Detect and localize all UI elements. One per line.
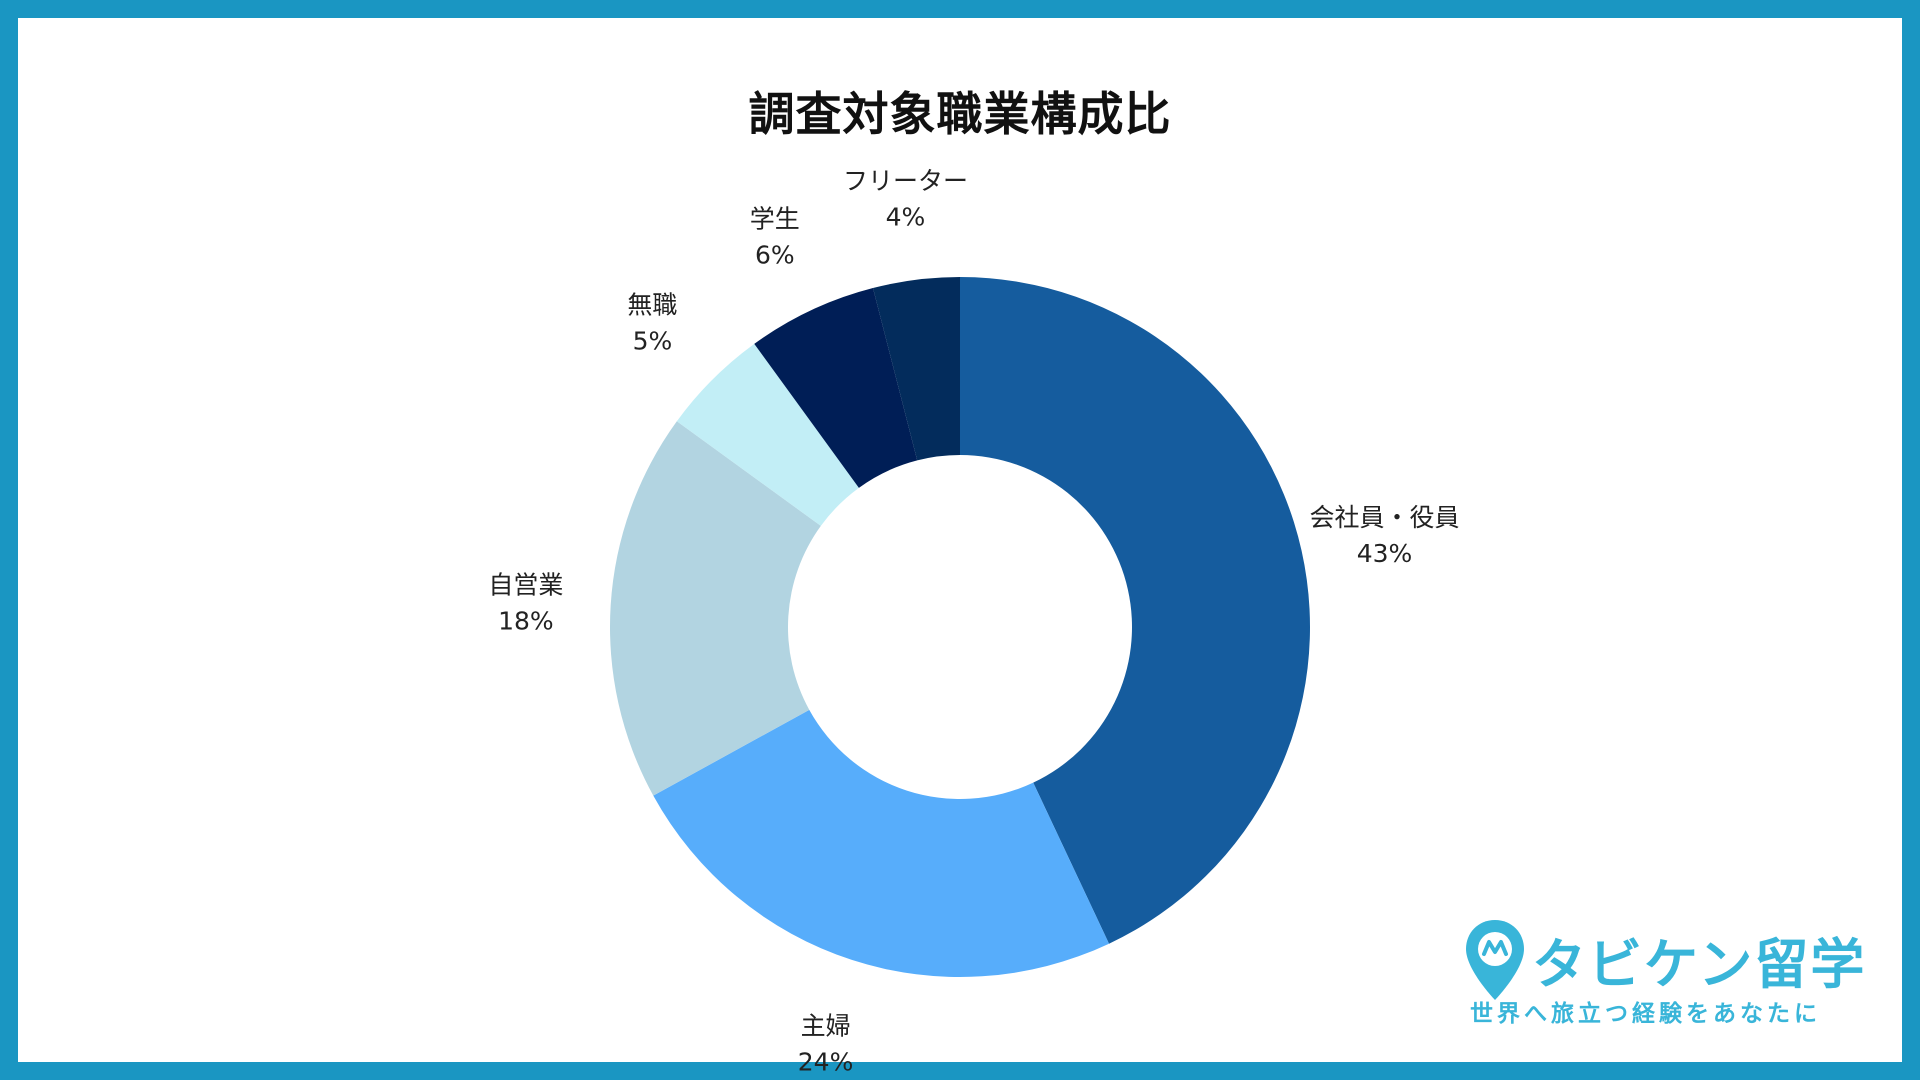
slice-labels: 会社員・役員 43% 主婦 24% 自営業 18% 無職 5% 学生 6% フリーター 4% xyxy=(488,166,1459,1076)
slice-4 xyxy=(754,287,918,488)
slice-value-label-2: 18% xyxy=(498,607,554,636)
slice-value-label-0: 43% xyxy=(1357,539,1413,568)
slice-value-label-3: 5% xyxy=(633,326,673,355)
slice-label-0: 会社員・役員 xyxy=(1310,503,1460,532)
map-pin-logo-icon xyxy=(1466,920,1524,1000)
slice-value-label-5: 4% xyxy=(886,202,926,231)
logo-name: タビケン留学 xyxy=(1532,933,1867,996)
logo-tagline: 世界へ旅立つ経験をあなたに xyxy=(1470,1001,1821,1027)
slice-value-label-4: 6% xyxy=(755,240,795,269)
slice-5 xyxy=(872,277,960,461)
slice-2 xyxy=(610,421,821,796)
donut-slices xyxy=(610,277,1310,977)
slice-value-label-1: 24% xyxy=(798,1048,854,1077)
slice-label-3: 無職 xyxy=(627,290,677,319)
brand-logo: タビケン留学 世界へ旅立つ経験をあなたに xyxy=(1464,918,1864,1028)
slice-0 xyxy=(960,277,1310,944)
slice-label-1: 主婦 xyxy=(801,1012,851,1041)
slice-label-5: フリーター xyxy=(843,166,968,195)
slice-3 xyxy=(676,343,859,526)
slice-1 xyxy=(653,709,1110,977)
slice-label-4: 学生 xyxy=(750,204,800,233)
chart-title: 調査対象職業構成比 xyxy=(748,87,1172,141)
slice-label-2: 自営業 xyxy=(488,571,563,600)
